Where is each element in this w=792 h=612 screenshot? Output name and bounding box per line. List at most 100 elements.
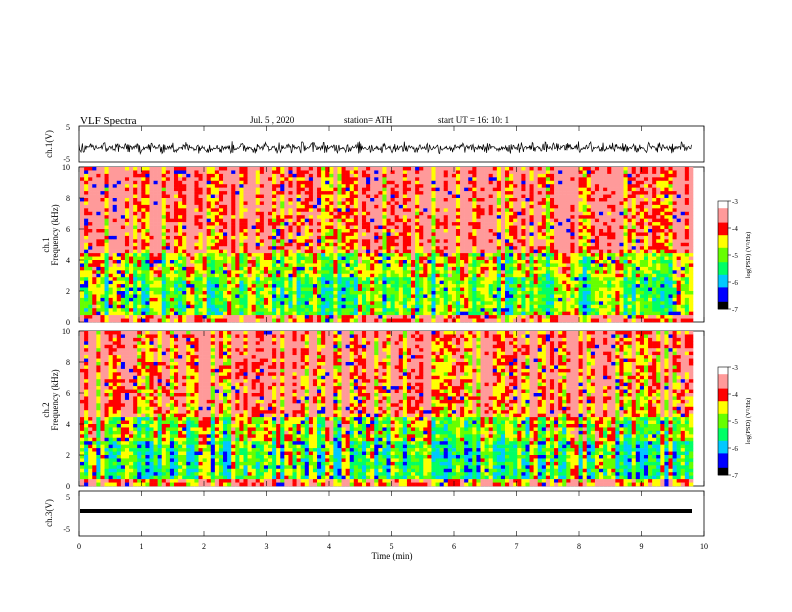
spectrogram-cell [84, 177, 89, 182]
spectrogram-cell [80, 180, 85, 185]
spectrogram-cell [124, 242, 130, 247]
spectrogram-cell [112, 215, 118, 219]
spectrogram-cell [435, 167, 440, 171]
spectrogram-cell [239, 256, 244, 261]
spectrogram-cell [435, 263, 440, 268]
spectrogram-cell [247, 263, 252, 268]
spectrogram-cell [345, 270, 351, 275]
spectrogram-cell [182, 273, 187, 278]
spectrogram-cell [541, 232, 547, 237]
spectrogram-cell [631, 229, 637, 233]
spectrogram-cell [513, 225, 518, 230]
spectrogram-cell [145, 167, 150, 171]
spectrogram-cell [517, 180, 522, 185]
spectrogram-cell [484, 270, 489, 275]
spectrogram-cell [492, 167, 498, 171]
spectrogram-cell [390, 263, 395, 268]
spectrogram-cell [259, 167, 265, 171]
spectrogram-cell [263, 232, 269, 237]
spectrogram-cell [182, 194, 187, 199]
spectrogram-cell [284, 191, 289, 195]
spectrogram-cell [120, 180, 126, 185]
spectrogram-cell [439, 260, 445, 264]
spectrogram-cell [284, 177, 289, 182]
spectrogram-cell [586, 184, 592, 188]
spectrogram-cell [398, 253, 404, 257]
spectrogram-cell [227, 249, 232, 254]
spectrogram-cell [472, 229, 477, 233]
spectrogram-cell [496, 277, 502, 281]
spectrogram-cell [267, 270, 273, 275]
spectrogram-cell [137, 260, 142, 264]
spectrogram-cell [537, 222, 543, 226]
spectrogram-cell [149, 235, 154, 240]
spectrogram-cell [272, 173, 277, 178]
spectrogram-cell [382, 215, 387, 219]
spectrogram-cell [267, 232, 273, 237]
spectrogram-cell [206, 242, 212, 247]
spectrogram-cell [460, 232, 465, 237]
spectrogram-cell [623, 260, 628, 264]
spectrogram-cell [304, 260, 310, 264]
spectrogram-cell [545, 191, 551, 195]
spectrogram-cell [607, 194, 612, 199]
spectrogram-cell [594, 239, 600, 244]
spectrogram-cell [169, 280, 175, 285]
spectrogram-cell [231, 204, 236, 209]
spectrogram-cell [251, 218, 257, 223]
spectrogram-cell [317, 211, 322, 216]
spectrogram-cell [223, 184, 228, 188]
spectrogram-cell [680, 235, 686, 240]
spectrogram-cell [590, 194, 596, 199]
spectrogram-cell [427, 191, 432, 195]
spectrogram-cell [402, 256, 408, 261]
spectrogram-cell [525, 270, 530, 275]
spectrogram-cell [272, 225, 277, 230]
spectrogram-cell [529, 177, 534, 182]
spectrogram-cell [427, 239, 432, 244]
spectrogram-cell [198, 239, 203, 244]
spectrogram-cell [361, 194, 367, 199]
spectrogram-cell [243, 191, 248, 195]
spectrogram-cell [149, 260, 154, 264]
spectrogram-cell [100, 167, 105, 171]
spectrogram-cell [366, 215, 371, 219]
spectrogram-cell [423, 180, 428, 185]
spectrogram-cell [235, 201, 240, 206]
spectrogram-cell [541, 225, 547, 230]
spectrogram-cell [411, 229, 416, 233]
spectrogram-cell [378, 215, 383, 219]
spectrogram-cell [361, 187, 367, 192]
spectrogram-cell [472, 270, 477, 275]
spectrogram-cell [333, 256, 338, 261]
spectrogram-cell [517, 260, 522, 264]
spectrogram-cell [157, 218, 163, 223]
spectrogram-cell [169, 270, 175, 275]
spectrogram-cell [443, 167, 449, 171]
spectrogram-cell [468, 187, 473, 192]
spectrogram-cell [337, 177, 342, 182]
spectrogram-cell [525, 277, 530, 281]
spectrogram-cell [190, 180, 195, 185]
spectrogram-cell [202, 180, 207, 185]
spectrogram-cell [513, 242, 518, 247]
spectrogram-cell [688, 235, 694, 240]
spectrogram-cell [676, 201, 682, 206]
spectrogram-cell [231, 191, 236, 195]
spectrogram-cell [423, 187, 428, 192]
spectrogram-cell [574, 208, 579, 213]
spectrogram-cell [517, 191, 522, 195]
spectrogram-cell [484, 180, 489, 185]
spectrogram-cell [423, 270, 428, 275]
spectrogram-cell [247, 260, 252, 264]
spectrogram-cell [361, 222, 367, 226]
spectrogram-cell [468, 204, 473, 209]
spectrogram-cell [284, 249, 289, 254]
spectrogram-cell [190, 270, 195, 275]
station-label: station= ATH [344, 115, 393, 125]
spectrogram-cell [517, 225, 522, 230]
spectrogram-cell [603, 242, 608, 247]
spectrogram-cell [566, 277, 571, 281]
spectrogram-cell [668, 273, 673, 278]
spectrogram-cell [549, 170, 555, 175]
